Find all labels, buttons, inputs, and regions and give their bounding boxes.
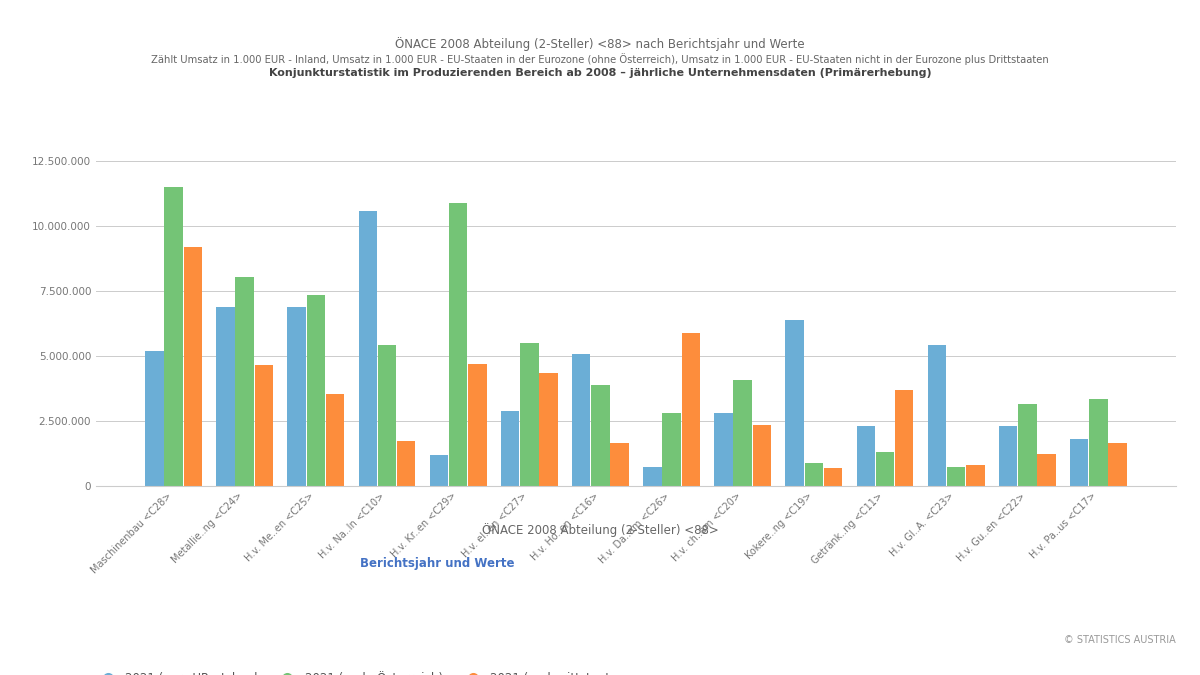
Bar [184,247,202,486]
Bar [1109,443,1127,486]
Bar [306,295,325,486]
Bar [449,203,467,486]
Bar [164,188,182,486]
Bar [378,344,396,486]
Bar [145,351,163,486]
Bar [611,443,629,486]
Bar [430,455,448,486]
Bar [468,364,486,486]
Bar [1037,454,1056,486]
Bar [326,394,344,486]
Bar [857,427,875,486]
Text: Zählt Umsatz in 1.000 EUR - Inland, Umsatz in 1.000 EUR - EU-Staaten in der Euro: Zählt Umsatz in 1.000 EUR - Inland, Umsa… [151,53,1049,65]
Bar [682,333,700,486]
Bar [520,343,539,486]
Bar [876,452,894,486]
Bar [714,413,733,486]
Bar [643,466,661,486]
Bar [539,373,558,486]
Bar [500,410,520,486]
Bar [895,390,913,486]
Bar [824,468,842,486]
Bar [966,465,985,486]
Bar [287,307,306,486]
Bar [786,320,804,486]
Text: Konjunkturstatistik im Produzierenden Bereich ab 2008 – jährliche Unternehmensda: Konjunkturstatistik im Produzierenden Be… [269,68,931,78]
Bar [1090,399,1108,486]
Legend: 2021 (vor...UR - Inland, 2021 (vorl...Österreich), 2021 (vorl...rittstaaten: 2021 (vor...UR - Inland, 2021 (vorl...Ös… [91,668,630,675]
Bar [235,277,254,486]
Text: ÖNACE 2008 Abteilung (2-Steller) <88>: ÖNACE 2008 Abteilung (2-Steller) <88> [481,523,719,537]
Bar [216,307,235,486]
Bar [752,425,772,486]
Bar [592,385,610,486]
Bar [662,413,680,486]
Text: ÖNACE 2008 Abteilung (2-Steller) <88> nach Berichtsjahr und Werte: ÖNACE 2008 Abteilung (2-Steller) <88> na… [395,37,805,51]
Bar [733,379,752,486]
Bar [572,354,590,486]
Bar [254,365,274,486]
Bar [1018,404,1037,486]
Bar [928,344,946,486]
Text: © STATISTICS AUSTRIA: © STATISTICS AUSTRIA [1064,634,1176,645]
Bar [397,441,415,486]
Bar [947,466,966,486]
Bar [998,427,1018,486]
Bar [1070,439,1088,486]
Bar [805,462,823,486]
Bar [359,211,377,486]
Text: Berichtsjahr und Werte: Berichtsjahr und Werte [360,557,515,570]
